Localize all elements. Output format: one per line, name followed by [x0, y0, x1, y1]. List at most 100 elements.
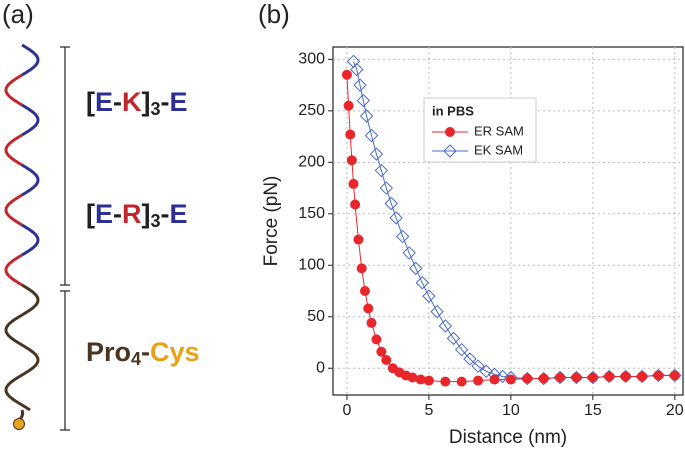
point	[369, 147, 384, 161]
point	[471, 359, 485, 373]
y-tick-label: 300	[298, 51, 325, 68]
point	[415, 374, 426, 385]
helix-segment	[21, 43, 40, 77]
legend-marker	[445, 127, 455, 137]
point	[479, 364, 493, 379]
x-tick-label: 20	[666, 402, 684, 419]
point	[637, 371, 648, 382]
point	[423, 375, 434, 386]
point	[374, 163, 389, 178]
label-part: ]	[142, 87, 151, 117]
point	[409, 261, 423, 276]
label-part: -	[161, 87, 170, 117]
point	[669, 370, 680, 381]
helix	[4, 43, 40, 422]
legend-marker	[443, 144, 457, 158]
point	[376, 346, 387, 357]
point	[446, 331, 461, 346]
legend-label: ER SAM	[474, 123, 524, 138]
point	[353, 78, 367, 92]
label-part: E	[170, 87, 188, 117]
point	[415, 276, 430, 290]
label-part: [	[86, 87, 95, 117]
x-tick-label: 5	[424, 402, 433, 419]
helix-segment	[21, 103, 40, 137]
point	[356, 93, 371, 108]
point	[364, 128, 379, 143]
point	[379, 181, 393, 195]
point	[346, 155, 357, 166]
point	[522, 373, 533, 384]
point	[350, 199, 361, 210]
label-part: E	[95, 87, 113, 117]
label-part: 4	[131, 349, 141, 369]
point	[555, 372, 566, 383]
point	[489, 374, 500, 385]
point	[348, 178, 359, 189]
point	[359, 286, 370, 297]
label-part: E	[95, 199, 113, 229]
point	[620, 371, 631, 382]
label-part: E	[170, 199, 188, 229]
point	[422, 289, 436, 303]
label-part: R	[122, 199, 142, 229]
point	[653, 370, 664, 381]
point	[473, 375, 484, 386]
segment-label: Pro4-Cys	[86, 337, 200, 369]
point	[505, 374, 516, 385]
point	[389, 211, 403, 225]
point	[356, 263, 367, 274]
point	[538, 373, 549, 384]
bracket	[60, 46, 70, 431]
helix-segment	[4, 133, 23, 167]
label-part: -	[161, 199, 170, 229]
legend-label: EK SAM	[474, 142, 523, 157]
segment-label: [E-R]3-E	[86, 199, 188, 231]
label-part: [	[86, 199, 95, 229]
helix-segment	[4, 283, 40, 412]
point	[381, 354, 392, 365]
helix-segment	[21, 163, 40, 197]
plot-frame	[332, 46, 684, 396]
point	[359, 109, 374, 123]
y-axis-label: Force (pN)	[261, 176, 282, 267]
point	[350, 62, 364, 77]
label-part: Cys	[150, 337, 200, 367]
point	[363, 303, 374, 314]
point	[395, 229, 410, 244]
label-part: Pro	[86, 337, 131, 367]
label-part: 3	[151, 99, 161, 119]
x-tick-label: 0	[342, 402, 351, 419]
point	[345, 129, 356, 140]
helix-segment	[4, 253, 23, 287]
point	[341, 69, 352, 80]
panel-label: (a)	[2, 0, 34, 29]
y-tick-label: 50	[307, 308, 325, 325]
helix-segment	[21, 223, 40, 257]
y-tick-label: 250	[298, 102, 325, 119]
point	[440, 376, 451, 387]
label-part: -	[141, 337, 150, 367]
point	[495, 369, 510, 384]
point	[463, 352, 477, 366]
y-tick-label: 100	[298, 256, 325, 273]
y-tick-label: 150	[298, 205, 325, 222]
label-part: -	[113, 199, 122, 229]
x-tick-label: 15	[584, 402, 602, 419]
y-tick-label: 200	[298, 154, 325, 171]
label-part: -	[113, 87, 122, 117]
label-part: K	[122, 87, 142, 117]
point	[353, 234, 364, 245]
point	[371, 334, 382, 345]
point	[343, 100, 354, 111]
x-axis-label: Distance (nm)	[449, 427, 567, 448]
point	[430, 304, 444, 319]
point	[604, 371, 615, 382]
point	[407, 372, 418, 383]
point	[571, 372, 582, 383]
point	[587, 372, 598, 383]
point	[454, 342, 469, 357]
y-tick-label: 0	[316, 359, 325, 376]
